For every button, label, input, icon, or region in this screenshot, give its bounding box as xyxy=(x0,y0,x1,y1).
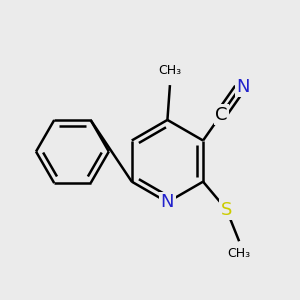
Text: CH₃: CH₃ xyxy=(158,64,182,77)
Text: CH₃: CH₃ xyxy=(228,248,251,260)
Text: N: N xyxy=(161,193,174,211)
Text: C: C xyxy=(215,106,227,124)
Text: N: N xyxy=(236,78,250,96)
Text: S: S xyxy=(221,201,232,219)
